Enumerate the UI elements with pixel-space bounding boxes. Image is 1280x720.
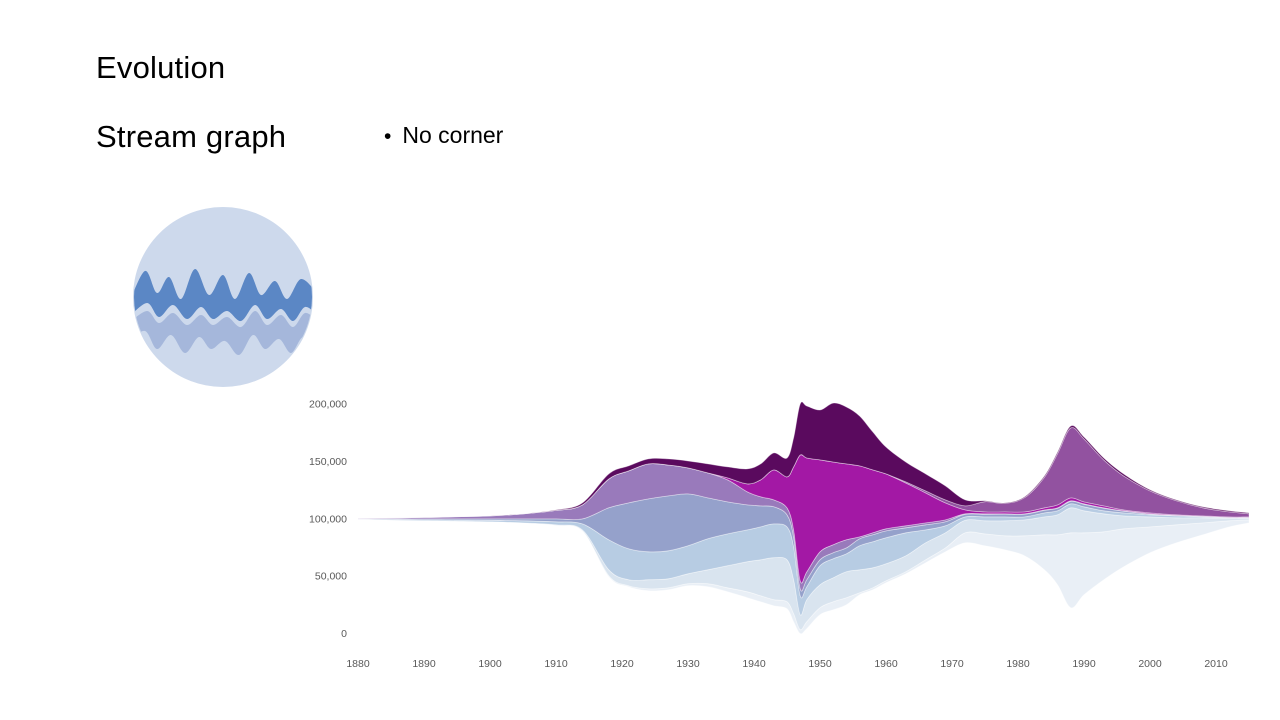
x-tick-label: 1910 bbox=[544, 658, 568, 670]
x-tick-label: 1920 bbox=[610, 658, 634, 670]
bullet-marker: • bbox=[384, 125, 392, 148]
x-tick-label: 1900 bbox=[478, 658, 502, 670]
y-tick-label: 0 bbox=[341, 628, 347, 640]
x-tick-label: 2000 bbox=[1138, 658, 1162, 670]
stream-layer-1-dark-plum bbox=[357, 401, 1250, 519]
icon-wave-light bbox=[134, 310, 312, 356]
page-title: Evolution bbox=[96, 50, 226, 85]
x-tick-label: 2010 bbox=[1204, 658, 1228, 670]
bullet-item: • No corner bbox=[384, 122, 503, 149]
y-tick-label: 150,000 bbox=[309, 456, 347, 468]
streamgraph-icon bbox=[133, 207, 313, 387]
x-tick-label: 1990 bbox=[1072, 658, 1096, 670]
x-tick-label: 1890 bbox=[412, 658, 436, 670]
x-tick-label: 1970 bbox=[940, 658, 964, 670]
icon-wave-dark bbox=[134, 268, 312, 322]
x-tick-label: 1960 bbox=[874, 658, 898, 670]
x-tick-label: 1940 bbox=[742, 658, 766, 670]
y-tick-label: 200,000 bbox=[309, 399, 347, 411]
x-tick-label: 1980 bbox=[1006, 658, 1030, 670]
x-tick-label: 1880 bbox=[346, 658, 370, 670]
x-tick-label: 1930 bbox=[676, 658, 700, 670]
slide-subtitle: Stream graph bbox=[96, 119, 287, 154]
y-tick-label: 50,000 bbox=[315, 571, 347, 583]
x-tick-label: 1950 bbox=[808, 658, 832, 670]
y-tick-label: 100,000 bbox=[309, 513, 347, 525]
stream-layer-8-palest-blue bbox=[357, 518, 1250, 635]
bullet-text: No corner bbox=[402, 122, 504, 148]
